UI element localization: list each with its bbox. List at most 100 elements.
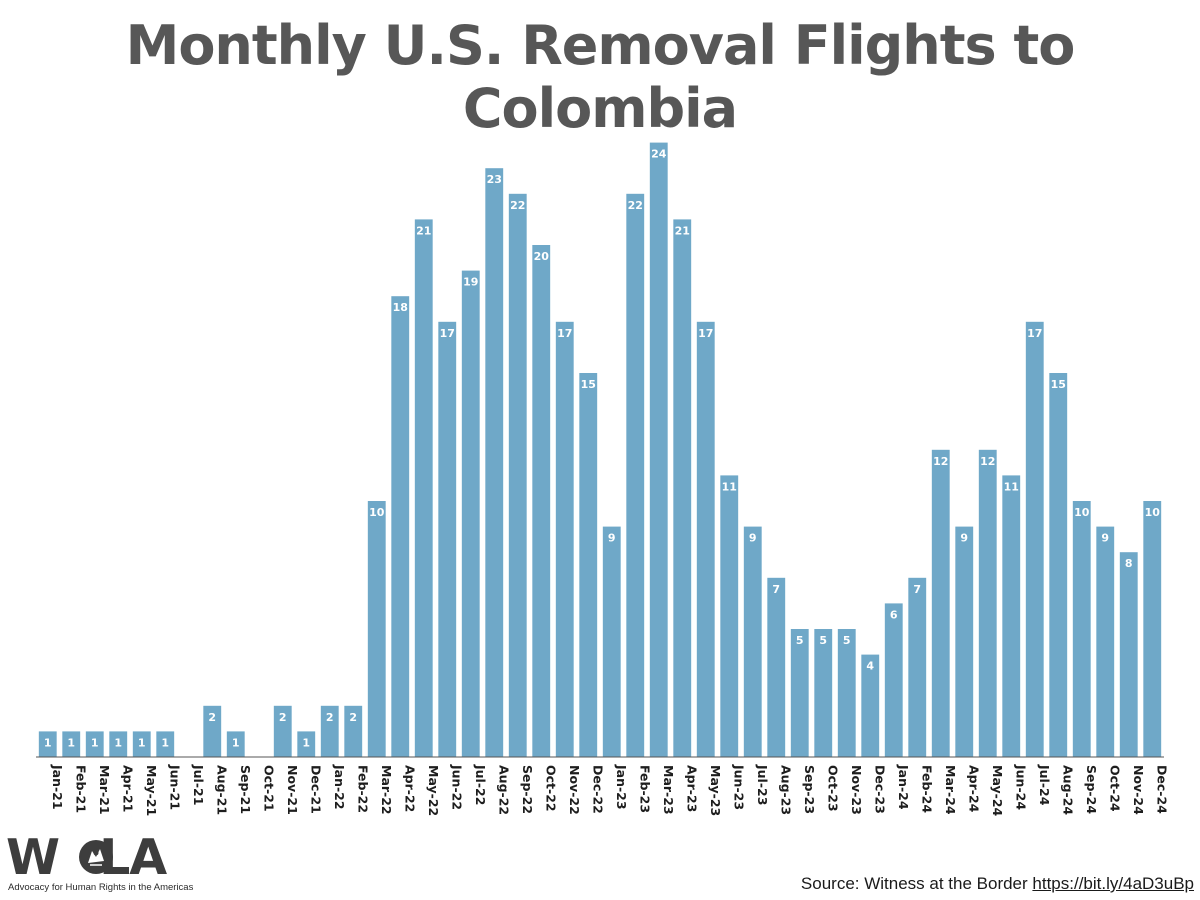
bar-value-label: 17 xyxy=(698,327,713,340)
bar-aug-22 xyxy=(485,168,504,757)
bar-value-label: 4 xyxy=(866,660,874,673)
x-tick-label: Jul-24 xyxy=(1037,764,1052,806)
x-tick-label: Mar-22 xyxy=(379,765,394,815)
bars-group xyxy=(38,142,1162,758)
x-tick-label: Jan-22 xyxy=(332,764,347,810)
x-tick-label: Oct-24 xyxy=(1107,765,1122,812)
bar-value-label: 11 xyxy=(1004,480,1019,493)
bar-value-label: 22 xyxy=(510,199,525,212)
x-tick-label: Sep-22 xyxy=(520,765,535,814)
bar-dec-21 xyxy=(297,731,316,757)
bar-nov-21 xyxy=(273,705,292,757)
bar-value-label: 1 xyxy=(91,736,99,749)
bar-jul-24 xyxy=(1025,321,1044,757)
x-tick-label: May-24 xyxy=(990,765,1005,817)
bar-value-label: 10 xyxy=(1145,506,1161,519)
bar-apr-24 xyxy=(955,526,974,757)
bar-value-label: 19 xyxy=(463,276,478,289)
bar-value-label: 9 xyxy=(608,532,616,545)
bar-value-label: 1 xyxy=(138,736,146,749)
bar-mar-21 xyxy=(85,731,104,757)
wola-bird-emblem-icon xyxy=(79,840,113,874)
bar-value-label: 20 xyxy=(534,250,550,263)
bar-jul-23 xyxy=(743,526,762,757)
bar-oct-23 xyxy=(814,629,833,757)
bar-jun-22 xyxy=(438,321,457,757)
x-tick-label: Aug-24 xyxy=(1060,765,1075,815)
bar-jan-24 xyxy=(884,603,903,757)
bar-mar-22 xyxy=(367,501,386,757)
logo-tagline: Advocacy for Human Rights in the America… xyxy=(8,882,194,893)
bar-value-label: 1 xyxy=(114,736,122,749)
bar-apr-23 xyxy=(673,219,692,757)
x-tick-label: Jul-21 xyxy=(191,764,206,805)
bar-aug-21 xyxy=(203,705,222,757)
x-tick-label: Jan-23 xyxy=(614,764,629,810)
bar-nov-22 xyxy=(555,321,574,757)
bar-value-label: 9 xyxy=(960,532,968,545)
x-tick-label: Apr-23 xyxy=(684,765,699,812)
bar-feb-21 xyxy=(62,731,81,757)
bar-sep-21 xyxy=(226,731,245,757)
source-link[interactable]: https://bit.ly/4aD3uBp xyxy=(1032,874,1194,893)
bar-jan-22 xyxy=(320,705,339,757)
bar-value-label: 1 xyxy=(44,736,52,749)
bar-value-label: 2 xyxy=(279,711,287,724)
bar-jul-22 xyxy=(461,270,480,757)
bar-mar-24 xyxy=(931,449,950,757)
x-tick-label: Apr-22 xyxy=(402,765,417,812)
bar-value-label: 17 xyxy=(1027,327,1042,340)
bar-value-label: 24 xyxy=(651,148,667,161)
bar-value-label: 1 xyxy=(232,736,240,749)
x-tick-label: Jun-23 xyxy=(731,764,746,810)
bar-jan-23 xyxy=(602,526,621,757)
bar-value-label: 7 xyxy=(913,583,921,596)
bar-value-label: 17 xyxy=(557,327,572,340)
bar-feb-22 xyxy=(344,705,363,757)
x-tick-label: Jun-22 xyxy=(449,764,464,810)
bar-value-label: 1 xyxy=(302,736,310,749)
bar-jun-24 xyxy=(1002,475,1021,757)
bar-apr-22 xyxy=(391,296,410,757)
x-tick-label: Feb-21 xyxy=(73,765,88,813)
bar-value-label: 15 xyxy=(581,378,596,391)
x-tick-label: Jul-23 xyxy=(755,764,770,805)
bar-dec-23 xyxy=(861,654,880,757)
x-tick-label: Sep-21 xyxy=(238,765,253,814)
x-tick-label: Aug-23 xyxy=(778,765,793,815)
bar-mar-23 xyxy=(649,142,668,758)
bar-value-label: 2 xyxy=(208,711,216,724)
bar-jun-21 xyxy=(156,731,175,757)
x-tick-label: Mar-21 xyxy=(97,765,112,815)
x-tick-label: Feb-24 xyxy=(919,765,934,813)
bar-value-label: 18 xyxy=(393,301,408,314)
bar-may-23 xyxy=(696,321,715,757)
x-tick-label: May-21 xyxy=(144,765,159,816)
x-tick-labels-group: Jan-21 Feb-21 Mar-21 Apr-21 May-21 Jun-21 Jul-… xyxy=(50,764,1170,817)
bar-value-label: 1 xyxy=(67,736,75,749)
x-tick-label: Jan-24 xyxy=(896,764,911,810)
bar-feb-24 xyxy=(908,577,927,757)
bar-jun-23 xyxy=(720,475,739,757)
bar-oct-24 xyxy=(1096,526,1115,757)
x-tick-label: Jan-21 xyxy=(50,764,65,810)
bar-value-label: 7 xyxy=(772,583,780,596)
bar-value-label: 11 xyxy=(722,480,737,493)
x-tick-label: Dec-23 xyxy=(872,765,887,814)
chart-title: Monthly U.S. Removal Flights to Colombia xyxy=(125,14,1076,140)
source-note: Source: Witness at the Border https://bi… xyxy=(801,874,1194,894)
bar-nov-24 xyxy=(1119,552,1138,757)
wola-logo: W LA Advocacy for Human Rights in the Ame… xyxy=(6,832,206,896)
x-tick-label: Nov-23 xyxy=(849,765,864,815)
x-tick-label: Mar-23 xyxy=(661,765,676,815)
bar-value-label: 1 xyxy=(161,736,169,749)
bar-oct-22 xyxy=(532,245,551,757)
x-tick-label: Jun-21 xyxy=(167,764,182,810)
x-tick-label: Mar-24 xyxy=(943,765,958,815)
bar-value-label: 2 xyxy=(326,711,334,724)
bar-value-label: 21 xyxy=(416,224,431,237)
bar-value-label: 15 xyxy=(1051,378,1066,391)
bar-value-label: 8 xyxy=(1125,557,1133,570)
